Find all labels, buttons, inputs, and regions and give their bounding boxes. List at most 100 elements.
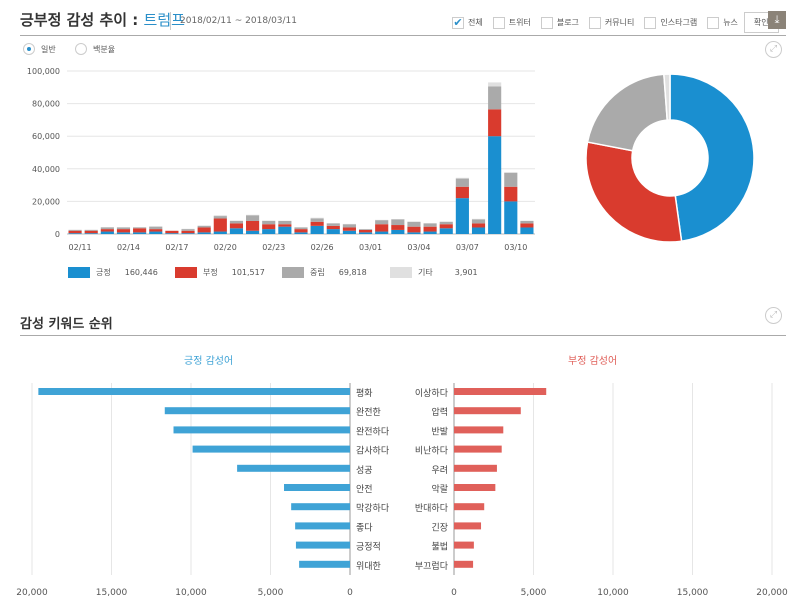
bar-segment-negative: [100, 229, 114, 232]
radio-selected[interactable]: [23, 43, 35, 55]
legend-swatch: [175, 267, 197, 278]
bar-segment-neutral: [246, 215, 260, 221]
bar-segment-negative: [391, 225, 405, 230]
bar-segment-positive: [375, 231, 389, 234]
filter-instagram[interactable]: 인스타그램: [644, 16, 697, 29]
legend-value: 69,818: [338, 268, 367, 277]
y-tick-label: 0: [55, 230, 60, 239]
positive-keyword-bar: [284, 484, 350, 491]
positive-keyword-bar: [237, 464, 350, 472]
checkbox[interactable]: [588, 16, 601, 29]
bar-segment-positive: [197, 232, 211, 234]
bar-segment-negative: [262, 224, 276, 230]
filter-news[interactable]: 뉴스: [707, 16, 738, 29]
bar-segment-negative: [326, 225, 340, 230]
bar-segment-positive: [407, 232, 421, 234]
x-tick-label: 10,000: [597, 588, 629, 598]
positive-keyword-bar: [192, 445, 350, 453]
bar-segment-negative: [213, 218, 227, 232]
filter-twitter[interactable]: 트위터: [492, 16, 531, 29]
trend-chart: 0 20,000 40,000 60,000 80,000 100,000 02/11 02/…: [27, 67, 535, 252]
bar-segment-positive: [181, 233, 195, 234]
radio[interactable]: [75, 43, 87, 55]
checkbox[interactable]: [540, 16, 553, 29]
legend-label: 부정: [203, 268, 218, 277]
title-text: 긍부정 감성 추이 :: [20, 11, 139, 29]
x-tick-label: 20,000: [756, 588, 788, 598]
bar-segment-negative: [439, 224, 453, 229]
bar-segment-positive: [326, 229, 340, 234]
x-tick-label: 10,000: [175, 588, 207, 598]
radio-label: 백분율: [93, 44, 116, 54]
bar-segment-negative: [181, 230, 195, 234]
legend-swatch: [68, 267, 90, 278]
positive-keyword-bar: [164, 407, 350, 415]
bar-segment-neutral: [326, 223, 340, 226]
bar-segment-positive: [229, 228, 244, 234]
bar-segment-positive: [439, 228, 453, 234]
bar-segment-neutral: [455, 178, 469, 187]
negative-keyword-label: 반발: [431, 426, 448, 437]
donut-slice-other: [663, 73, 671, 121]
negative-keyword-label: 압력: [431, 406, 448, 418]
bar-segment-positive: [278, 226, 292, 234]
radio-normal[interactable]: 일반: [23, 43, 56, 55]
download-icon[interactable]: ⤓: [768, 11, 786, 29]
bar-segment-negative: [342, 227, 356, 231]
divider: [170, 12, 171, 30]
bar-segment-positive: [294, 232, 308, 234]
sentiment-donut-chart: [585, 73, 755, 243]
date-range: 2018/02/11 ~ 2018/03/11: [180, 16, 298, 26]
bar-segment-neutral: [488, 86, 502, 110]
bar-segment-negative: [504, 186, 518, 202]
section-title: 감성 키워드 순위: [20, 317, 113, 332]
filter-label: 전체: [468, 18, 483, 27]
x-tick-label: 03/07: [456, 243, 479, 252]
negative-keyword-bar: [454, 464, 497, 472]
positive-keywords-title: 긍정 감성어: [184, 356, 234, 367]
checkbox[interactable]: [644, 16, 657, 29]
negative-keyword-label: 비난하다: [415, 446, 449, 457]
filter-community[interactable]: 커뮤니티: [588, 16, 635, 29]
legend-value: 3,901: [454, 268, 478, 277]
bar-segment-neutral: [262, 220, 276, 225]
bar-segment-negative: [520, 223, 534, 228]
x-tick-label: 5,000: [258, 588, 284, 598]
filter-label: 커뮤니티: [604, 18, 635, 27]
bar-segment-negative: [423, 226, 437, 232]
bar-segment-other: [310, 217, 324, 219]
y-tick-label: 100,000: [27, 67, 60, 76]
bar-segment-negative: [294, 229, 308, 233]
bar-segment-negative: [84, 230, 98, 234]
bar-segment-negative: [488, 109, 502, 137]
positive-keyword-label: 완전하다: [356, 426, 390, 437]
bar-segment-positive: [471, 227, 486, 234]
expand-icon[interactable]: ⤢: [765, 41, 782, 58]
positive-keyword-label: 안전: [356, 484, 373, 495]
bar-segment-neutral: [520, 220, 534, 224]
bar-segment-neutral: [100, 227, 114, 230]
positive-keyword-bar: [295, 541, 350, 549]
x-tick-label: 02/23: [262, 243, 285, 252]
bar-segment-neutral: [68, 229, 82, 231]
positive-keyword-bar: [295, 522, 350, 530]
bar-segment-positive: [165, 233, 179, 234]
bar-segment-positive: [455, 198, 469, 234]
filter-blog[interactable]: 블로그: [540, 16, 579, 29]
legend-value: 160,446: [124, 268, 158, 277]
expand-icon[interactable]: ⤢: [765, 307, 782, 324]
bar-segment-neutral: [358, 229, 373, 230]
bar-segment-negative: [68, 230, 82, 234]
x-tick-label: 15,000: [677, 588, 709, 598]
bar-segment-negative: [358, 229, 373, 233]
positive-keyword-bar: [173, 426, 350, 434]
filter-all[interactable]: ✔ 전체: [452, 16, 483, 29]
radio-percent[interactable]: 백분율: [75, 43, 115, 55]
checkbox-checked[interactable]: ✔: [452, 16, 464, 29]
checkbox[interactable]: [492, 16, 505, 29]
bar-segment-positive: [246, 230, 260, 234]
bar-segment-negative: [278, 224, 292, 227]
checkbox[interactable]: [707, 16, 720, 29]
bar-segment-positive: [342, 230, 356, 234]
negative-keyword-label: 우려: [431, 465, 448, 476]
